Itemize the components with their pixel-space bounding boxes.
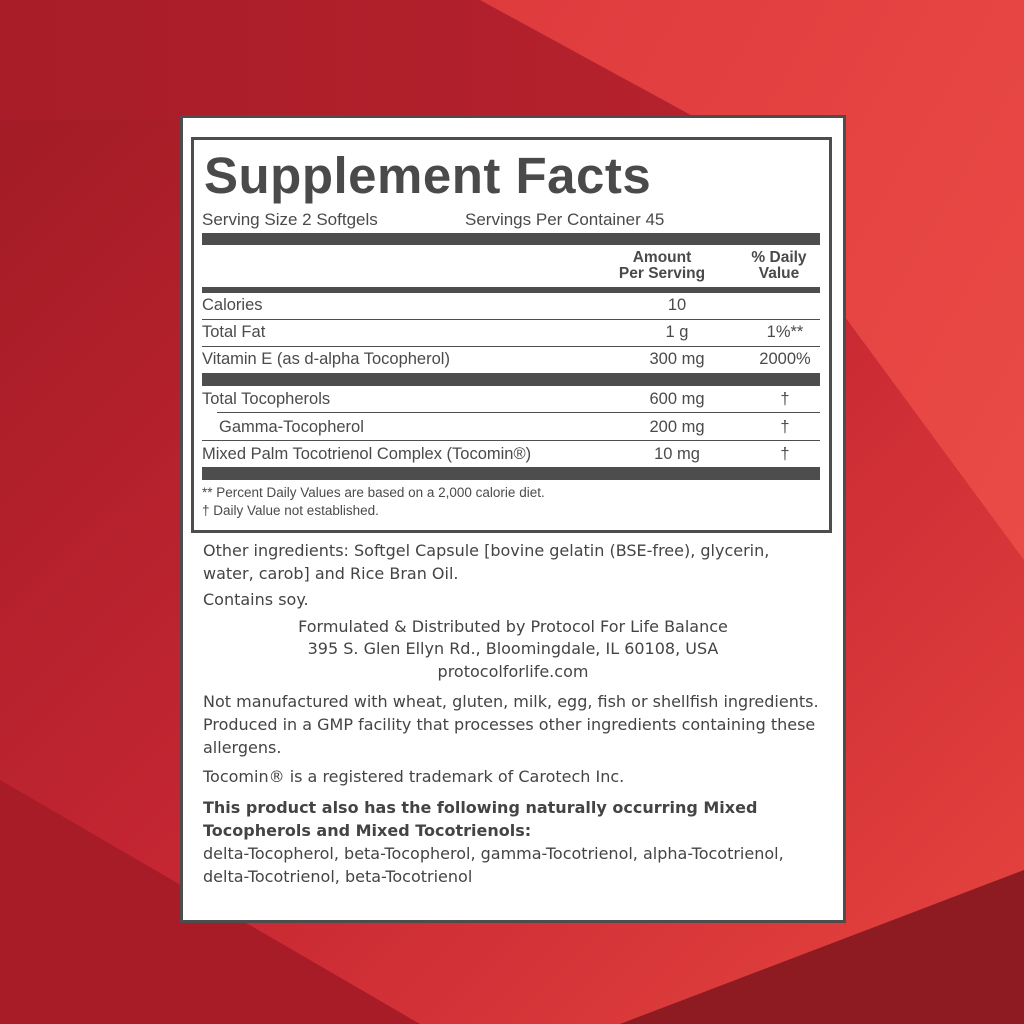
nutrient-dv: 2000% — [759, 350, 811, 368]
nutrient-row: Mixed Palm Tocotrienol Complex (Tocomin®… — [202, 443, 820, 467]
nutrient-dv: † — [780, 418, 790, 436]
allergen-statement: Not manufactured with wheat, gluten, mil… — [203, 692, 819, 757]
amount-header: Amount Per Serving — [602, 250, 722, 282]
footnote: † Daily Value not established. — [202, 503, 379, 518]
dv-header: % Daily Value — [734, 250, 824, 282]
nutrient-name: Total Tocopherols — [202, 390, 331, 408]
nutrient-amount: 10 mg — [654, 445, 700, 463]
header-line: Amount — [632, 249, 692, 266]
nutrient-amount: 1 g — [665, 323, 689, 341]
website: protocolforlife.com — [437, 662, 589, 681]
natural-compounds-heading: This product also has the following natu… — [203, 798, 758, 840]
nutrient-row: Vitamin E (as d-alpha Tocopherol) 300 mg 2… — [202, 348, 820, 372]
row-divider — [202, 440, 820, 441]
natural-compounds-list: delta-Tocopherol, beta-Tocopherol, gamma… — [203, 844, 784, 886]
nutrient-row: Gamma-Tocopherol 200 mg † — [202, 416, 820, 440]
footnote: ** Percent Daily Values are based on a 2… — [202, 485, 545, 500]
row-divider — [202, 319, 820, 320]
nutrient-name: Calories — [202, 296, 263, 314]
nutrient-name: Gamma-Tocopherol — [219, 418, 364, 436]
header-line: Value — [758, 265, 800, 282]
nutrient-amount: 10 — [667, 296, 687, 314]
nutrient-amount: 600 mg — [649, 390, 705, 408]
divider-thick — [202, 373, 820, 386]
nutrient-amount: 300 mg — [649, 350, 705, 368]
supplement-facts-panel: Supplement Facts Serving Size 2 Softgels… — [191, 137, 832, 533]
contains-soy: Contains soy. — [203, 590, 309, 609]
header-line: % Daily — [751, 249, 807, 266]
divider-medium — [202, 287, 820, 293]
row-divider — [217, 412, 820, 413]
supplement-label-card: Supplement Facts Serving Size 2 Softgels… — [180, 115, 846, 923]
divider-thick — [202, 233, 820, 245]
nutrient-row: Total Tocopherols 600 mg † — [202, 388, 820, 412]
servings-per-container: Servings Per Container 45 — [465, 210, 665, 229]
nutrient-row: Total Fat 1 g 1%** — [202, 321, 820, 345]
serving-size: Serving Size 2 Softgels — [202, 210, 378, 229]
row-divider — [202, 346, 820, 347]
divider-thick — [202, 467, 820, 480]
nutrient-name: Vitamin E (as d-alpha Tocopherol) — [202, 350, 450, 368]
label-title: Supplement Facts — [204, 147, 652, 204]
trademark-note: Tocomin® is a registered trademark of Ca… — [203, 767, 625, 786]
other-ingredients: Other ingredients: Softgel Capsule [bovi… — [203, 541, 770, 583]
distributor-name: Formulated & Distributed by Protocol For… — [298, 617, 728, 636]
header-line: Per Serving — [618, 265, 706, 282]
nutrient-row: Calories 10 — [202, 294, 820, 318]
nutrient-dv: 1%** — [766, 323, 804, 341]
nutrient-dv: † — [780, 390, 790, 408]
nutrient-name: Total Fat — [202, 323, 266, 341]
nutrient-amount: 200 mg — [649, 418, 705, 436]
nutrient-dv: † — [780, 445, 790, 463]
nutrient-name: Mixed Palm Tocotrienol Complex (Tocomin®… — [202, 445, 532, 463]
distributor-address: 395 S. Glen Ellyn Rd., Bloomingdale, IL … — [307, 639, 719, 658]
